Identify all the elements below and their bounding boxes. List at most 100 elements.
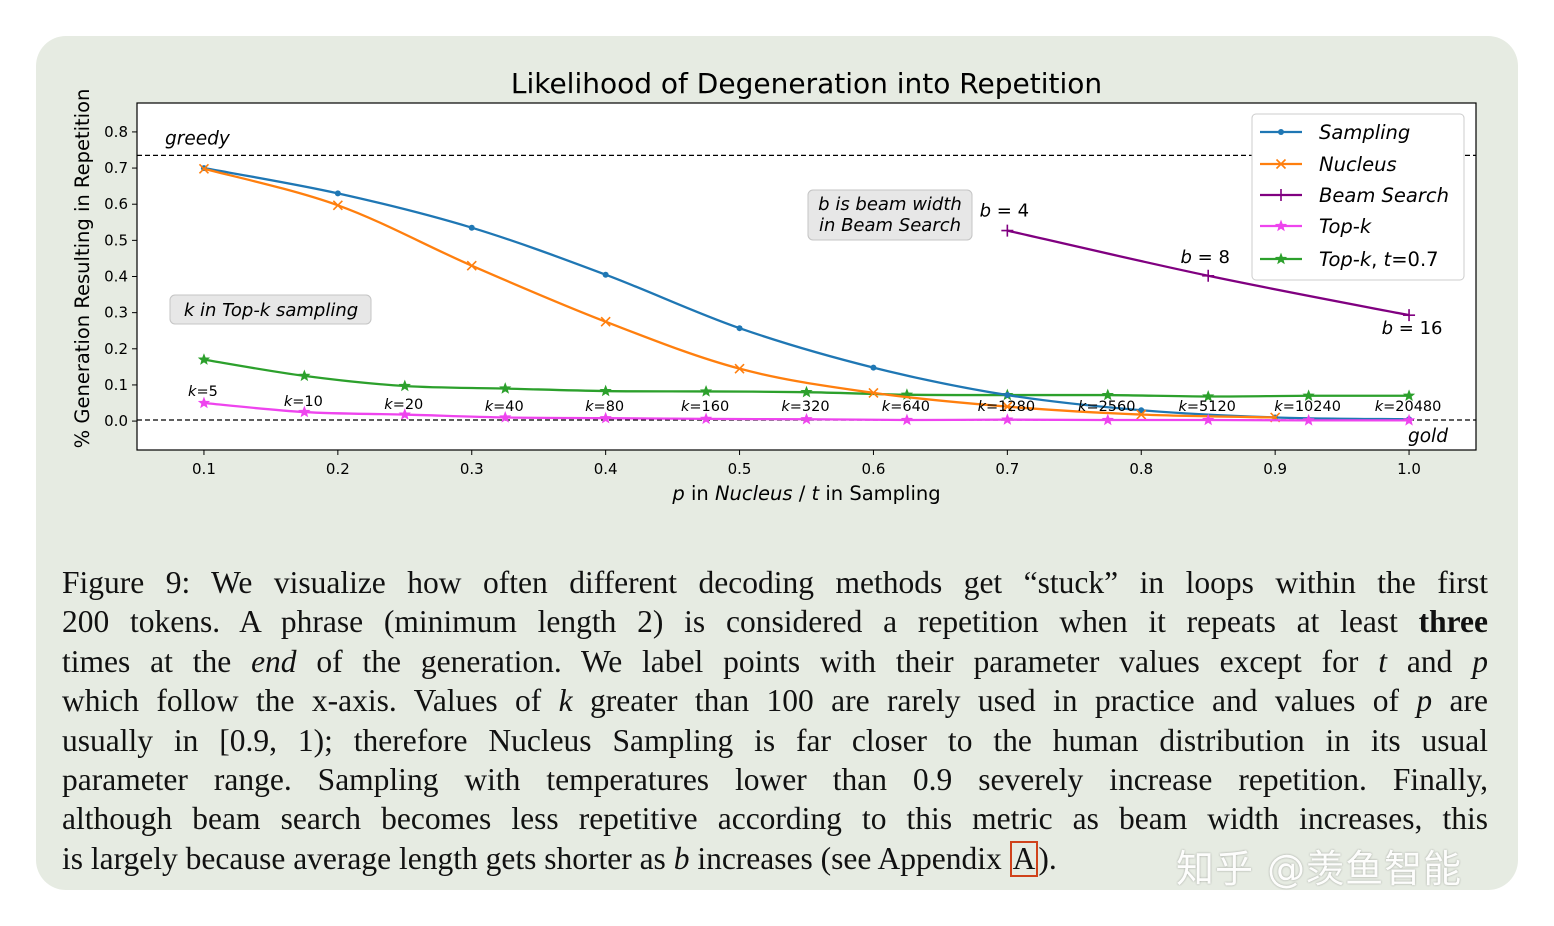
b-point-label: b = 8 — [1180, 247, 1229, 268]
series-sampling-point — [1004, 392, 1011, 399]
k-point-label: k=20480 — [1375, 399, 1442, 415]
caption-line-7: although beam search becomes less repeti… — [62, 801, 1488, 837]
x-tick-label: 0.3 — [460, 460, 484, 478]
caption-line-4: which follow the x-axis. Values of — [62, 683, 559, 719]
b-point-label: b = 16 — [1382, 318, 1443, 339]
caption-italic-end: end — [251, 643, 297, 679]
caption-line-4c: are — [1432, 683, 1488, 719]
caption-math-t: t — [1378, 643, 1388, 679]
caption-line-2: 200 tokens. A phrase (minimum length 2) … — [62, 604, 1419, 640]
series-sampling-point — [870, 364, 877, 371]
series-nucleus-point — [1002, 401, 1013, 412]
series-top-k-point — [1402, 413, 1416, 426]
y-tick-label: 0.1 — [104, 376, 128, 394]
k-point-label: k=80 — [585, 399, 624, 415]
legend-beam-search-marker — [1275, 189, 1287, 201]
x-tick-label: 0.2 — [326, 460, 350, 478]
y-axis-label: % Generation Resulting in Repetition — [71, 89, 94, 449]
series-top-k-t-0-7-point — [1302, 389, 1315, 401]
beam-width-note-box — [807, 189, 973, 241]
x-tick-label: 0.4 — [594, 460, 618, 478]
greedy-label: greedy — [165, 128, 231, 149]
series-top-k-point — [1302, 413, 1315, 426]
appendix-link[interactable]: A — [1009, 840, 1039, 877]
gold-label: gold — [1408, 426, 1448, 447]
caption-line-6: parameter range. Sampling with temperatu… — [62, 762, 1488, 798]
figure-card: Likelihood of Degeneration into Repetiti… — [36, 36, 1518, 890]
legend-sampling-marker — [1278, 129, 1284, 135]
k-point-label: k=640 — [882, 399, 930, 415]
caption-math-k: k — [558, 683, 573, 719]
series-top-k-t-0-7-point — [499, 382, 512, 394]
caption-line-3b: of the generation. We label points with … — [296, 643, 1379, 679]
series-top-k-point — [1101, 413, 1114, 426]
series-nucleus-point — [466, 260, 477, 271]
legend-beam-search-label: Beam Search — [1319, 184, 1449, 207]
y-tick-label: 0.7 — [104, 159, 128, 177]
series-nucleus-point — [198, 163, 210, 174]
legend-top-k-label: Top-k — [1319, 215, 1372, 238]
series-top-k-point — [1001, 413, 1014, 425]
caption-math-b: b — [673, 840, 690, 876]
k-point-label: k=5 — [188, 384, 218, 400]
beam-width-note-line: in Beam Search — [819, 215, 961, 236]
k-point-label: k=10 — [284, 394, 323, 410]
chart-title: Likelihood of Degeneration into Repetiti… — [511, 67, 1102, 100]
x-tick-label: 0.5 — [728, 460, 752, 478]
series-top-k-point — [1202, 413, 1215, 426]
series-top-k-t-0-7-point — [599, 384, 612, 397]
series-nucleus-point — [868, 387, 879, 398]
caption-label: Figure 9: — [62, 565, 191, 600]
series-sampling-point — [602, 271, 609, 278]
series-sampling-point — [468, 224, 475, 231]
x-tick-label: 0.8 — [1129, 460, 1153, 478]
caption-math-p2: p — [1416, 683, 1433, 719]
legend-sampling-label: Sampling — [1319, 121, 1410, 144]
x-tick-label: 0.1 — [192, 460, 216, 478]
series-top-k-t-0-7-point — [298, 369, 311, 382]
series-nucleus-point — [1136, 409, 1147, 420]
x-tick-label: 0.6 — [862, 460, 886, 478]
y-tick-label: 0.0 — [104, 412, 128, 430]
legend-top-k-marker — [1274, 219, 1288, 232]
legend-nucleus-label: Nucleus — [1319, 153, 1397, 176]
series-top-k-point — [599, 411, 612, 424]
series-top-k-t-0-7-point — [699, 385, 713, 397]
series-top-k-t-0-7-point — [1101, 388, 1114, 401]
top-k-note-box — [169, 294, 372, 325]
k-point-label: k=2560 — [1078, 399, 1135, 415]
k-point-label: k=5120 — [1178, 399, 1235, 415]
x-tick-label: 1.0 — [1397, 460, 1421, 478]
legend — [1251, 113, 1465, 281]
series-nucleus-point — [600, 316, 611, 327]
beam-width-note-line: b is beam width — [818, 194, 962, 215]
caption-line-5: usually in [0.9, 1); therefore Nucleus S… — [62, 722, 1488, 758]
series-top-k-point — [197, 396, 211, 409]
chart: Likelihood of Degeneration into Repetiti… — [71, 67, 1477, 505]
series-top-k-t-0-7-point — [398, 379, 411, 392]
legend-top-k-t-0-7-marker — [1274, 252, 1288, 265]
caption-bold-three: three — [1418, 604, 1488, 640]
y-tick-label: 0.3 — [104, 304, 128, 322]
series-top-k-point — [298, 405, 311, 418]
series-nucleus-point — [332, 200, 343, 211]
caption-line-8b: increases (see Appendix — [689, 840, 1010, 876]
k-point-label: k=160 — [681, 399, 729, 415]
caption-line-3c: and — [1387, 643, 1473, 679]
y-tick-label: 0.5 — [104, 231, 128, 249]
k-point-label: k=40 — [485, 399, 524, 415]
series-beam-search-point — [1202, 269, 1215, 282]
series-sampling-point — [736, 325, 743, 332]
caption-line-4b: greater than 100 are rarely used in prac… — [572, 683, 1417, 719]
y-tick-label: 0.8 — [104, 123, 128, 141]
y-tick-label: 0.2 — [104, 340, 128, 358]
series-top-k-t-0-7-point — [1202, 390, 1215, 402]
x-tick-label: 0.7 — [995, 460, 1019, 478]
top-k-note-line: k in Top-k sampling — [184, 300, 358, 321]
figure-caption: Figure 9: We visualize how often differe… — [62, 563, 1488, 878]
caption-line-8: is largely because average length gets s… — [62, 840, 674, 876]
caption-math-p: p — [1472, 643, 1488, 679]
series-sampling-point — [1138, 407, 1145, 414]
series-beam-search-point — [1403, 309, 1416, 322]
watermark: 知乎 @羡鱼智能 — [1176, 847, 1463, 891]
